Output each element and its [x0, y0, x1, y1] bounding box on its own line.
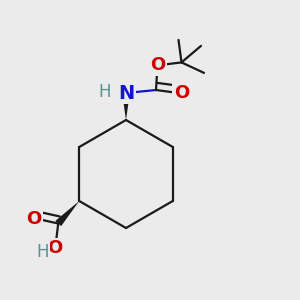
Polygon shape [56, 201, 79, 226]
Text: H: H [99, 82, 111, 100]
Text: O: O [27, 210, 42, 228]
Text: O: O [48, 239, 63, 257]
Text: O: O [150, 56, 165, 74]
Text: O: O [174, 84, 189, 102]
Polygon shape [122, 93, 130, 120]
Text: H: H [36, 243, 49, 261]
Text: N: N [118, 83, 134, 103]
